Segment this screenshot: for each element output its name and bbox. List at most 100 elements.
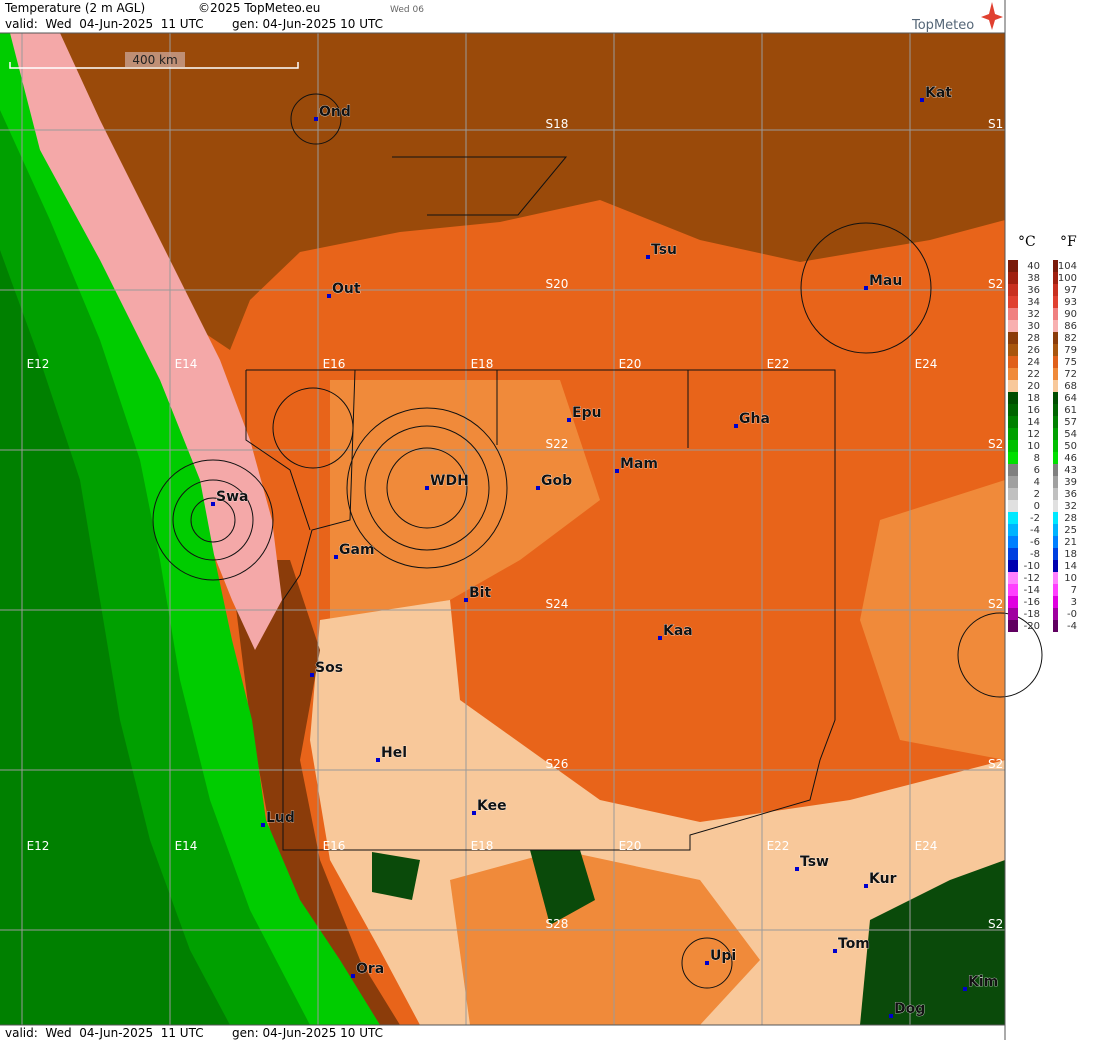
scale-bg <box>125 52 185 67</box>
legend-swatch <box>1053 476 1058 488</box>
grid-labels: E12 E12 E14 E14 E16 E16 E18 E18 E20 E20 E22 E22 E24 E… <box>27 117 1004 931</box>
legend-label: 32 <box>1064 501 1077 512</box>
latitude-label: S18 <box>546 117 569 131</box>
brown-zone <box>60 33 1005 350</box>
legend-swatch <box>1053 608 1058 620</box>
place-marker <box>211 502 215 506</box>
legend-label: 0 <box>1034 501 1040 512</box>
place-marker <box>963 987 967 991</box>
airspace <box>386 447 468 529</box>
legend-label: -2 <box>1030 513 1040 524</box>
place-label: Kee <box>477 798 507 814</box>
legend-swatch <box>1008 368 1018 380</box>
places: Ond Kat Tsu Out Mau Epu Gha Mam WDH Gob Swa Gam Bit K… <box>211 85 999 1018</box>
legend-swatch <box>1008 572 1018 584</box>
legend-swatch <box>1053 524 1058 536</box>
legend-label: 3 <box>1071 597 1077 608</box>
longitude-label: E20 <box>619 839 642 853</box>
legend-label: -0 <box>1067 609 1077 620</box>
place-marker <box>314 117 318 121</box>
longitude-label: E24 <box>915 357 938 371</box>
legend-label: 36 <box>1027 285 1040 296</box>
legend-swatch <box>1008 356 1018 368</box>
legend-swatch <box>1008 440 1018 452</box>
coast-brown-zone <box>230 560 400 1025</box>
legend-swatch <box>1053 392 1058 404</box>
legend-label: 4 <box>1034 477 1040 488</box>
place-label: WDH <box>430 473 469 489</box>
legend-swatch <box>1008 308 1018 320</box>
legend-swatch <box>1008 260 1018 272</box>
footer-generated: gen: 04-Jun-2025 10 UTC <box>232 1026 383 1040</box>
legend-swatch <box>1053 596 1058 608</box>
legend-swatch <box>1008 320 1018 332</box>
legend-swatch <box>1053 620 1058 632</box>
legend-swatch <box>1008 392 1018 404</box>
legend-label: 7 <box>1071 585 1077 596</box>
legend-swatch <box>1053 512 1058 524</box>
place-marker <box>327 294 331 298</box>
place-label: Gha <box>739 411 770 427</box>
legend-label: 28 <box>1064 513 1077 524</box>
legend-swatch <box>1008 296 1018 308</box>
legend-swatch <box>1008 536 1018 548</box>
legend-swatch <box>1053 548 1058 560</box>
place-marker <box>889 1014 893 1018</box>
place-label: Tsw <box>800 854 829 870</box>
place-label: Mam <box>620 456 658 472</box>
place-label: Kur <box>869 871 897 887</box>
pink-zone <box>5 33 282 650</box>
legend-label: -18 <box>1024 609 1040 620</box>
legend-label: -6 <box>1030 537 1040 548</box>
legend-swatch <box>1008 524 1018 536</box>
legend-label: 38 <box>1027 273 1040 284</box>
legend-swatch <box>1053 320 1058 332</box>
place-marker <box>658 636 662 640</box>
legend-label: -20 <box>1024 621 1040 632</box>
legend-label: 6 <box>1034 465 1040 476</box>
legend-swatch <box>1053 560 1058 572</box>
legend-label: -16 <box>1024 597 1040 608</box>
airspace <box>190 497 236 543</box>
legend-label: 2 <box>1034 489 1040 500</box>
longitude-label: E18 <box>471 839 494 853</box>
airspace <box>957 612 1043 698</box>
legend-swatch <box>1008 332 1018 344</box>
legend-swatch <box>1008 344 1018 356</box>
latitude-label: S2 <box>988 917 1003 931</box>
longitude-label: E14 <box>175 839 198 853</box>
legend-swatch <box>1008 488 1018 500</box>
legend-label: 82 <box>1064 333 1077 344</box>
airspace <box>364 425 490 551</box>
map-area: 400 km E12 E12 E14 E14 E16 E16 E18 E18 E20 E20 E22… <box>0 33 1043 1025</box>
place-marker <box>734 424 738 428</box>
dark-green-zone <box>860 860 1005 1025</box>
legend-swatch <box>1008 548 1018 560</box>
legend-label: 54 <box>1064 429 1077 440</box>
longitude-label: E16 <box>323 839 346 853</box>
latitude-label: S2 <box>988 597 1003 611</box>
longitude-label: E18 <box>471 357 494 371</box>
place-label: Tom <box>838 936 870 952</box>
legend-label: 79 <box>1064 345 1077 356</box>
scale-line <box>9 62 299 69</box>
legend-label: 12 <box>1027 429 1040 440</box>
longitude-label: E14 <box>175 357 198 371</box>
place-marker <box>615 469 619 473</box>
legend-swatch <box>1053 356 1058 368</box>
legend-label: 8 <box>1034 453 1040 464</box>
place-label: Tsu <box>651 242 677 258</box>
place-marker <box>536 486 540 490</box>
longitude-label: E12 <box>27 357 50 371</box>
border <box>246 369 836 851</box>
legend-swatch <box>1053 284 1058 296</box>
orange-light-zone <box>450 850 760 1025</box>
legend-label: 100 <box>1058 273 1077 284</box>
legend-swatch <box>1008 512 1018 524</box>
place-label: Lud <box>266 810 295 826</box>
place-marker <box>472 811 476 815</box>
legend-label: 34 <box>1027 297 1040 308</box>
airspace <box>346 407 508 569</box>
